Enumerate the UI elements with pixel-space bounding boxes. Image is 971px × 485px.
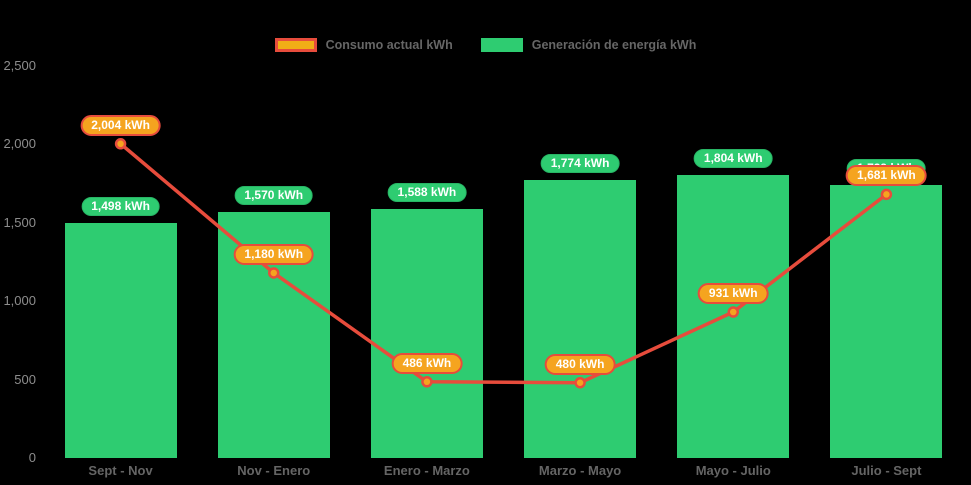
legend-item-consumo[interactable]: Consumo actual kWh bbox=[274, 38, 453, 52]
x-axis-category-label: Sept - Nov bbox=[88, 463, 153, 478]
y-axis-tick-label: 1,500 bbox=[3, 214, 36, 230]
x-axis-category-label: Julio - Sept bbox=[851, 463, 922, 478]
x-axis-category-label: Mayo - Julio bbox=[695, 463, 771, 478]
line-value-pill: 480 kWh bbox=[544, 353, 616, 375]
bar-value-pill: 1,498 kWh bbox=[81, 197, 160, 217]
bar-generacion[interactable] bbox=[830, 185, 943, 458]
bar-generacion[interactable] bbox=[524, 179, 637, 458]
y-axis-tick-label: 500 bbox=[14, 371, 36, 387]
bar-value-pill: 1,804 kWh bbox=[693, 149, 773, 169]
line-value-pill: 1,681 kWh bbox=[846, 165, 927, 187]
y-axis-tick-label: 2,000 bbox=[3, 136, 36, 152]
y-axis-tick-label: 2,500 bbox=[3, 58, 36, 73]
legend-label-consumo: Consumo actual kWh bbox=[325, 38, 453, 52]
y-axis-tick-label: 0 bbox=[28, 450, 36, 465]
legend-item-generacion[interactable]: Generación de energía kWh bbox=[480, 38, 697, 52]
line-point-marker[interactable] bbox=[574, 376, 586, 389]
line-value-pill: 2,004 kWh bbox=[80, 114, 161, 136]
x-axis-category-label: Marzo - Mayo bbox=[538, 463, 622, 478]
generacion-swatch-icon bbox=[480, 38, 523, 52]
chart-legend: Consumo actual kWh Generación de energía… bbox=[0, 38, 971, 52]
x-axis-category-label: Nov - Enero bbox=[237, 463, 311, 478]
line-value-pill: 1,180 kWh bbox=[233, 243, 315, 265]
bar-value-pill: 1,570 kWh bbox=[234, 185, 314, 205]
line-value-pill: 931 kWh bbox=[697, 283, 769, 305]
bar-value-pill: 1,588 kWh bbox=[387, 183, 467, 203]
bar-value-pill: 1,774 kWh bbox=[540, 153, 620, 173]
line-value-pill: 486 kWh bbox=[391, 352, 463, 374]
x-axis-category-label: Enero - Marzo bbox=[383, 463, 470, 478]
legend-label-generacion: Generación de energía kWh bbox=[531, 38, 697, 52]
y-axis-tick-label: 1,000 bbox=[3, 293, 36, 309]
line-point-marker[interactable] bbox=[421, 376, 433, 388]
line-point-marker[interactable] bbox=[880, 188, 893, 201]
bar-generacion[interactable] bbox=[64, 223, 177, 458]
bar-generacion[interactable] bbox=[370, 209, 483, 458]
consumo-swatch-icon bbox=[274, 38, 317, 52]
line-point-marker[interactable] bbox=[114, 138, 127, 150]
line-point-marker[interactable] bbox=[727, 306, 739, 318]
line-point-marker[interactable] bbox=[268, 267, 280, 279]
